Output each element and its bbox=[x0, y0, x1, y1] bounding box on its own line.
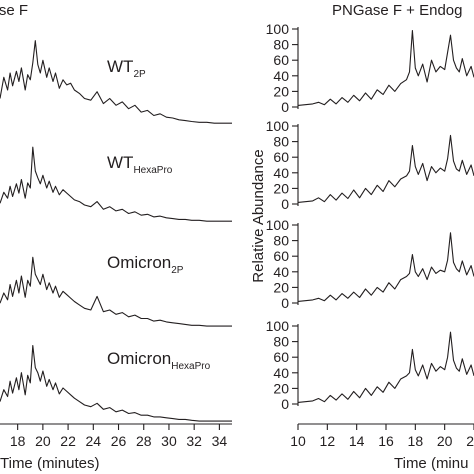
right-y-tick-label: 40 bbox=[273, 365, 289, 381]
left-x-tick-label: 18 bbox=[10, 433, 26, 449]
trace-label-omicron-2p: Omicron2P bbox=[107, 253, 184, 276]
right-y-tick-label: 0 bbox=[281, 99, 289, 115]
left-x-tick-label: 22 bbox=[60, 433, 76, 449]
right-y-tick-label: 100 bbox=[266, 21, 290, 37]
right-y-tick-label: 100 bbox=[266, 318, 290, 334]
right-y-tick-label: 40 bbox=[273, 264, 289, 280]
right-panel-title: PNGase F + Endog bbox=[332, 2, 463, 19]
trace-label-name: Omicron bbox=[107, 253, 171, 272]
trace-label-wt-hexapro: WTHexaPro bbox=[107, 153, 173, 176]
right-x-tick-label: 16 bbox=[378, 433, 394, 449]
right-series-line-0 bbox=[297, 30, 474, 106]
right-y-tick-label: 20 bbox=[273, 180, 289, 196]
right-x-tick-label: 18 bbox=[408, 433, 424, 449]
right-y-tick-label: 60 bbox=[273, 248, 289, 264]
trace-label-name: Omicron bbox=[107, 349, 171, 368]
right-x-tick-label: 14 bbox=[349, 433, 365, 449]
right-y-axis-label: Relative Abundance bbox=[250, 149, 267, 282]
left-series-line-2 bbox=[0, 256, 232, 327]
right-series-line-3 bbox=[297, 331, 474, 403]
right-series-line-1 bbox=[297, 134, 474, 203]
right-y-tick-label: 80 bbox=[273, 334, 289, 350]
right-y-tick-label: 100 bbox=[266, 217, 290, 233]
right-y-tick-label: 20 bbox=[273, 279, 289, 295]
right-y-tick-label: 0 bbox=[281, 196, 289, 212]
left-x-tick-label: 30 bbox=[161, 433, 177, 449]
left-x-axis-ticks: 18 20 22 24 26 28 30 32 34 bbox=[10, 424, 228, 449]
right-x-tick-label: 22 bbox=[466, 433, 474, 449]
right-y-tick-label: 100 bbox=[266, 118, 290, 134]
right-y-tick-label: 60 bbox=[273, 52, 289, 68]
right-series-line-2 bbox=[297, 232, 474, 302]
left-x-tick-label: 26 bbox=[111, 433, 127, 449]
right-y-tick-label: 0 bbox=[281, 295, 289, 311]
left-x-axis-label: Time (minutes) bbox=[0, 455, 99, 472]
trace-label-subscript: HexaPro bbox=[133, 165, 172, 176]
right-panel-traces bbox=[297, 30, 474, 403]
left-panel-title: PNGase F bbox=[0, 2, 28, 19]
right-y-tick-label: 20 bbox=[273, 380, 289, 396]
right-y-tick-label: 80 bbox=[273, 233, 289, 249]
trace-label-subscript: 2P bbox=[133, 69, 146, 80]
right-y-tick-label: 60 bbox=[273, 349, 289, 365]
left-x-tick-label: 34 bbox=[212, 433, 228, 449]
right-x-tick-label: 10 bbox=[290, 433, 306, 449]
left-panel-traces bbox=[0, 40, 232, 422]
right-y-tick-label: 60 bbox=[273, 149, 289, 165]
left-x-tick-label: 32 bbox=[186, 433, 202, 449]
left-series-line-0 bbox=[0, 40, 232, 124]
trace-label-wt-2p: WT2P bbox=[107, 57, 146, 80]
right-y-tick-label: 80 bbox=[273, 37, 289, 53]
right-y-tick-label: 40 bbox=[273, 68, 289, 84]
trace-label-subscript: 2P bbox=[171, 265, 184, 276]
left-x-tick-label: 28 bbox=[136, 433, 152, 449]
right-y-tick-label: 0 bbox=[281, 396, 289, 412]
right-x-axis-label: Time (minu bbox=[394, 455, 468, 472]
right-y-tick-label: 80 bbox=[273, 134, 289, 150]
left-series-line-3 bbox=[0, 344, 232, 422]
right-y-tick-label: 40 bbox=[273, 165, 289, 181]
left-series-line-1 bbox=[0, 146, 232, 222]
right-y-axes: 0204060801000204060801000204060801000204… bbox=[266, 21, 299, 412]
left-x-tick-label: 20 bbox=[35, 433, 51, 449]
right-y-tick-label: 20 bbox=[273, 83, 289, 99]
trace-label-name: WT bbox=[107, 153, 133, 172]
trace-label-name: WT bbox=[107, 57, 133, 76]
right-x-axis-ticks: 10 12 14 16 18 20 22 bbox=[290, 424, 474, 449]
trace-label-subscript: HexaPro bbox=[171, 361, 210, 372]
right-x-tick-label: 20 bbox=[437, 433, 453, 449]
left-x-tick-label: 24 bbox=[86, 433, 102, 449]
right-x-tick-label: 12 bbox=[320, 433, 336, 449]
trace-label-omicron-hexapro: OmicronHexaPro bbox=[107, 349, 211, 372]
